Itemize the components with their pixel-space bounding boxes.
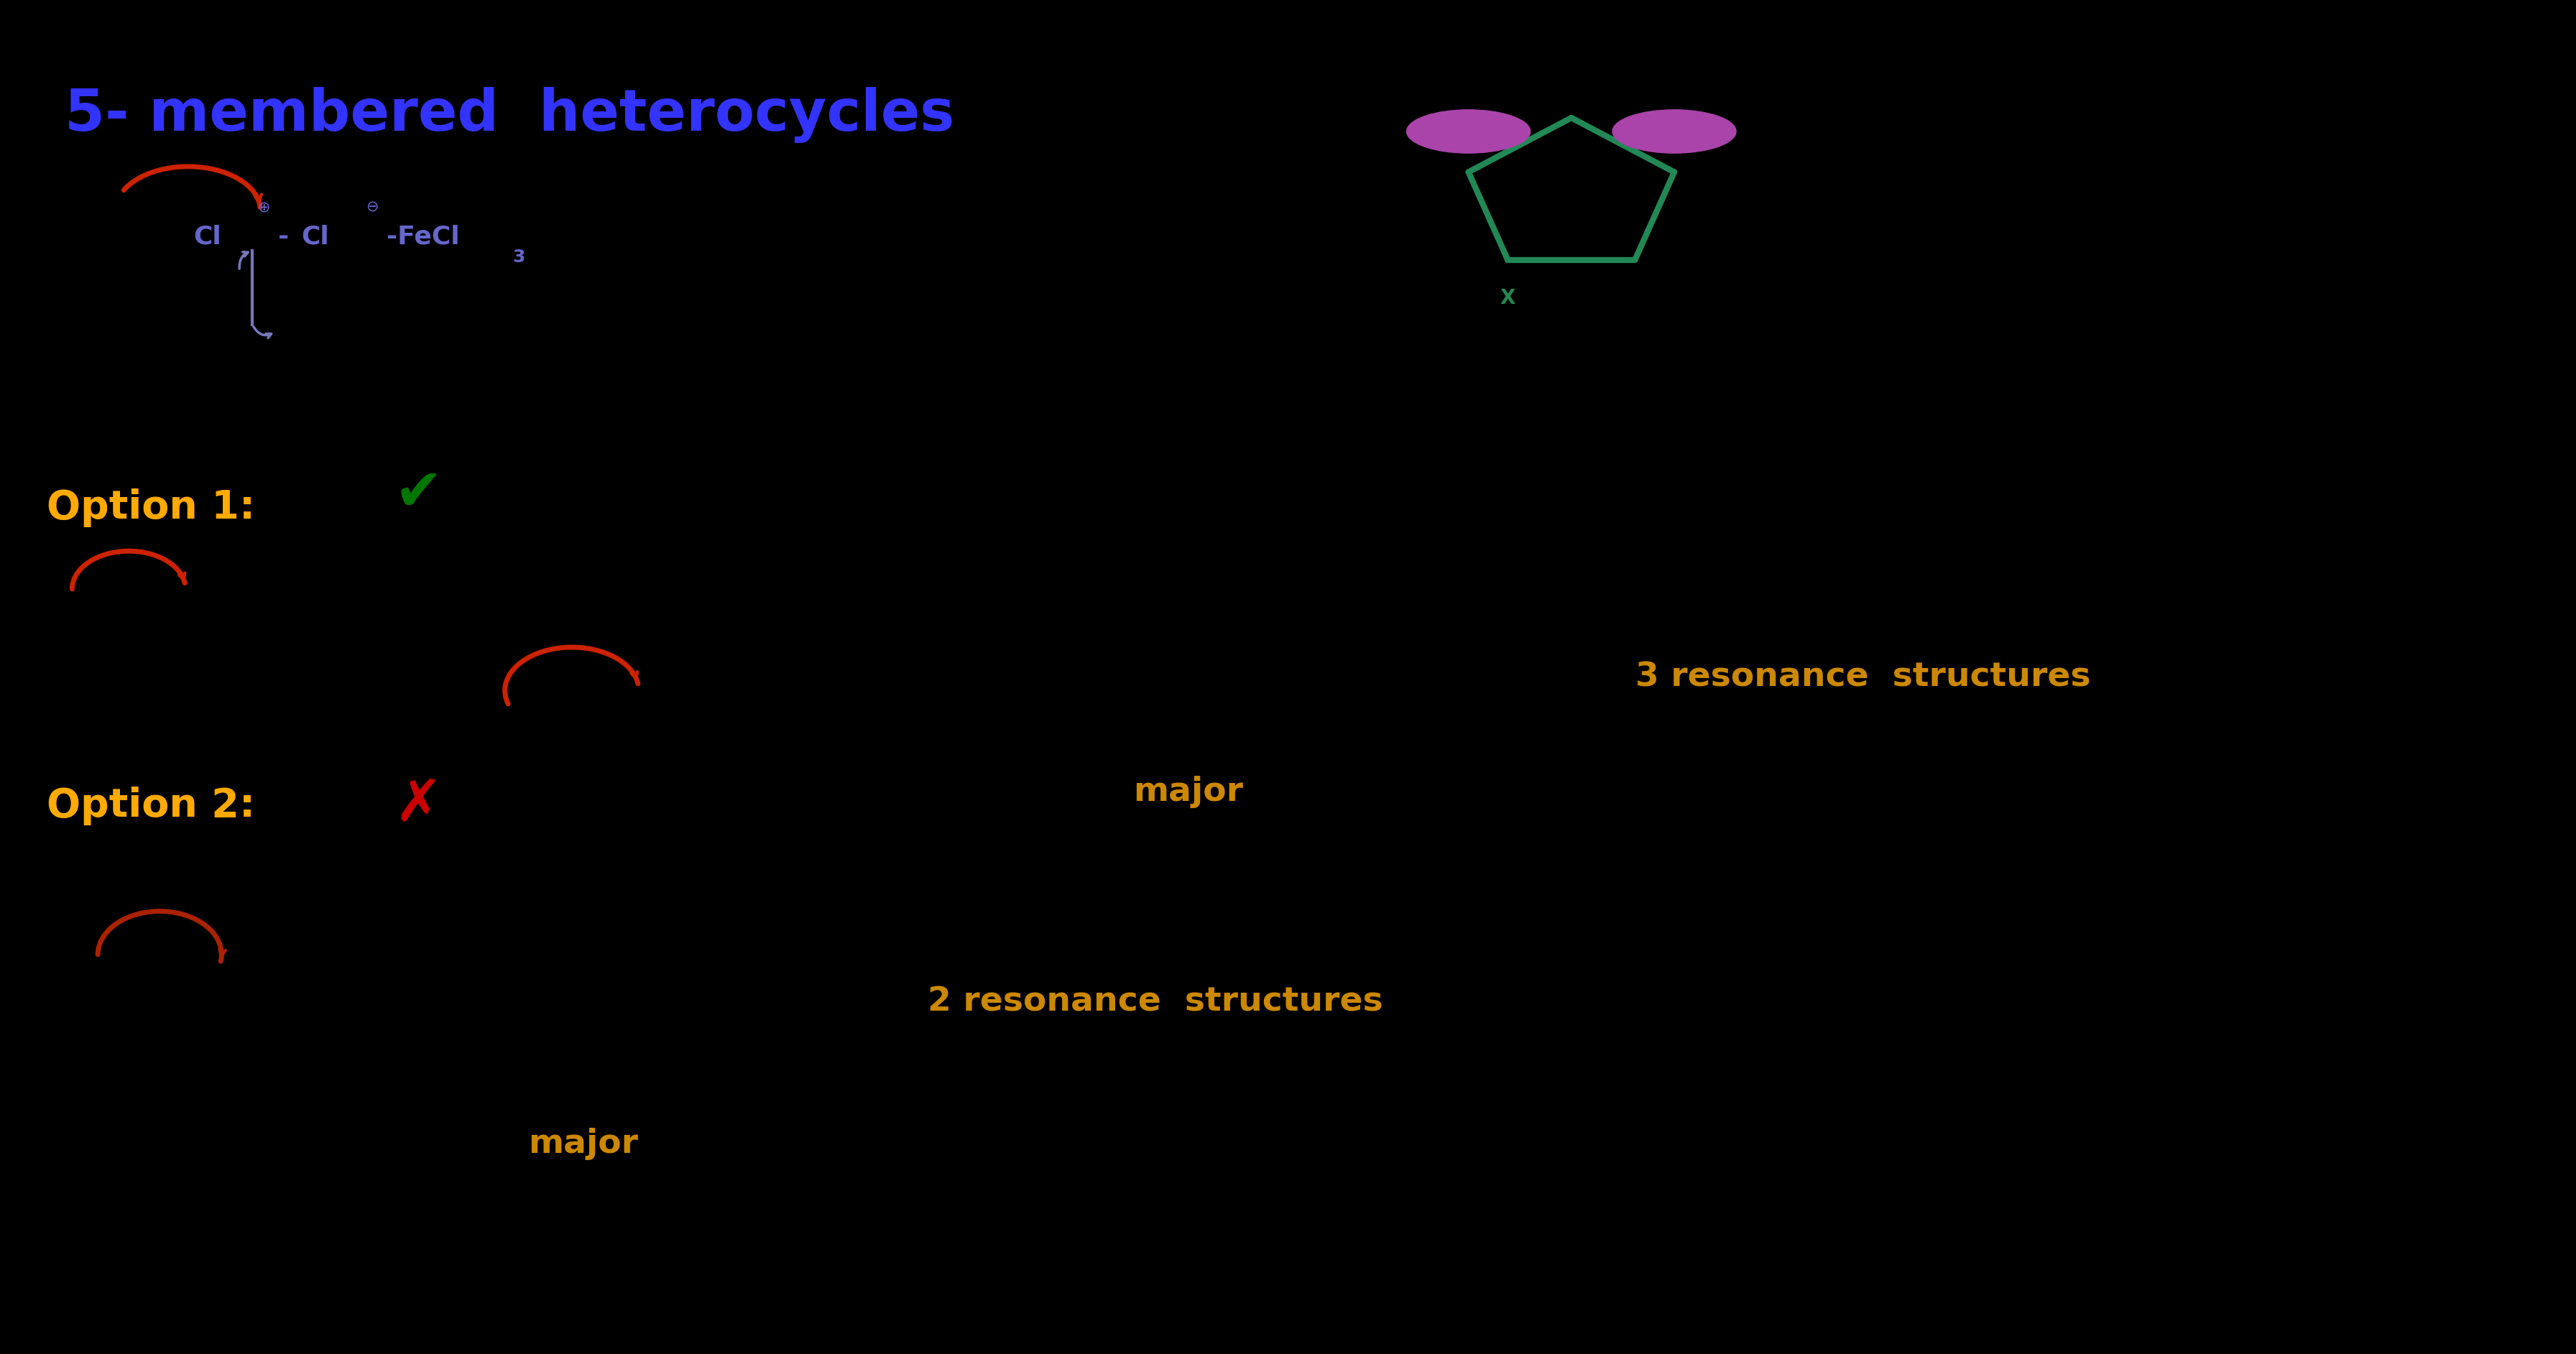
Text: -FeCl: -FeCl xyxy=(386,225,459,249)
Text: ⊖: ⊖ xyxy=(366,200,379,214)
Text: ⊕: ⊕ xyxy=(258,200,270,214)
Text: Option 1:: Option 1: xyxy=(46,489,255,527)
Text: Option 2:: Option 2: xyxy=(46,787,255,825)
Text: X: X xyxy=(1499,287,1515,307)
Text: 5- membered  heterocycles: 5- membered heterocycles xyxy=(64,87,953,144)
Text: -: - xyxy=(278,225,289,249)
Text: major: major xyxy=(1133,776,1244,808)
Ellipse shape xyxy=(1406,110,1530,153)
Text: 3: 3 xyxy=(513,249,526,265)
Text: Cl: Cl xyxy=(301,225,330,249)
Text: 2 resonance  structures: 2 resonance structures xyxy=(927,986,1383,1018)
Ellipse shape xyxy=(1613,110,1736,153)
Text: major: major xyxy=(528,1128,639,1160)
Text: ✔: ✔ xyxy=(394,466,443,523)
Text: ✗: ✗ xyxy=(394,777,443,834)
Text: 3 resonance  structures: 3 resonance structures xyxy=(1636,661,2092,693)
Text: Cl: Cl xyxy=(193,225,222,249)
